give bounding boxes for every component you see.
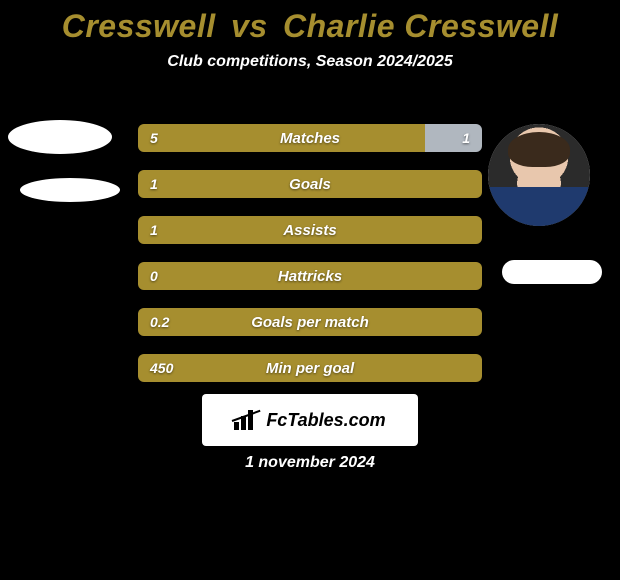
stat-value-p2 <box>458 262 482 290</box>
stats-bars: Matches51Goals1Assists1Hattricks0Goals p… <box>138 124 482 400</box>
stat-row: Hattricks0 <box>138 262 482 290</box>
player1-avatar <box>8 120 112 154</box>
title: Cresswell vs Charlie Cresswell <box>0 0 620 45</box>
stat-value-p1: 0.2 <box>138 308 181 336</box>
stat-value-p2 <box>458 170 482 198</box>
logo-text: FcTables.com <box>266 410 385 431</box>
stat-row: Min per goal450 <box>138 354 482 382</box>
player2-face-icon <box>488 124 590 226</box>
stat-label: Assists <box>138 216 482 244</box>
player2-club-badge <box>502 260 602 284</box>
subtitle: Club competitions, Season 2024/2025 <box>0 53 620 71</box>
stat-value-p1: 450 <box>138 354 185 382</box>
stat-value-p2: 1 <box>450 124 482 152</box>
stat-value-p1: 0 <box>138 262 170 290</box>
stat-value-p1: 5 <box>138 124 170 152</box>
stat-row: Goals per match0.2 <box>138 308 482 336</box>
stat-label: Goals <box>138 170 482 198</box>
stat-value-p2 <box>458 308 482 336</box>
stat-label: Min per goal <box>138 354 482 382</box>
title-player1: Cresswell <box>62 8 216 44</box>
stat-row: Goals1 <box>138 170 482 198</box>
title-player2: Charlie Cresswell <box>283 8 558 44</box>
stat-label: Matches <box>138 124 482 152</box>
comparison-card: Cresswell vs Charlie Cresswell Club comp… <box>0 0 620 580</box>
stat-label: Hattricks <box>138 262 482 290</box>
player1-club-badge <box>20 178 120 202</box>
fctables-logo: FcTables.com <box>202 394 418 446</box>
stat-value-p2 <box>458 216 482 244</box>
stat-label: Goals per match <box>138 308 482 336</box>
stat-value-p1: 1 <box>138 216 170 244</box>
player2-avatar <box>488 124 590 226</box>
stat-row: Matches5 1 <box>138 124 482 152</box>
stat-value-p2 <box>458 354 482 382</box>
stat-value-p1: 1 <box>138 170 170 198</box>
logo-bars-icon <box>234 410 260 430</box>
title-vs: vs <box>225 8 274 44</box>
stat-row: Assists1 <box>138 216 482 244</box>
date-text: 1 november 2024 <box>0 454 620 472</box>
